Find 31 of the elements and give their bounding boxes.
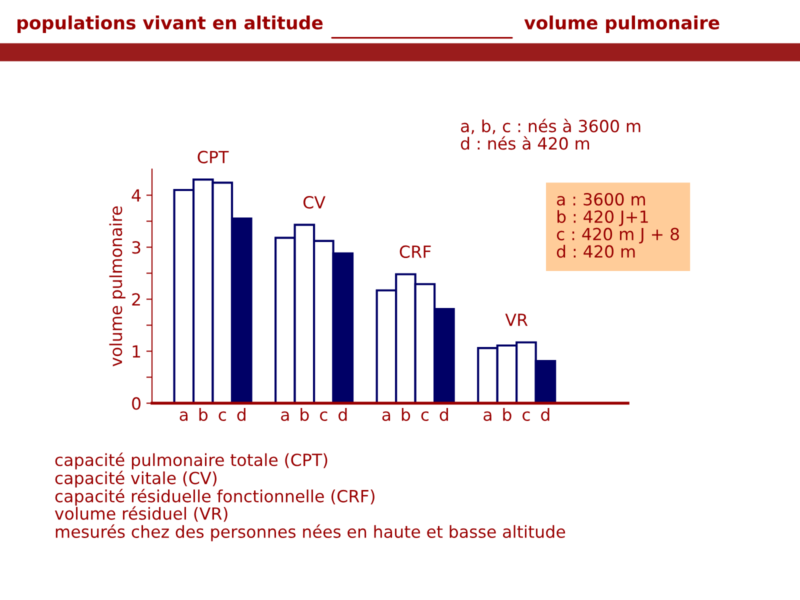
series-label: d xyxy=(237,408,246,421)
y-tick-label: 4 xyxy=(132,189,141,202)
series-label: c xyxy=(218,411,226,421)
text: c xyxy=(320,411,328,421)
series-label: b xyxy=(199,408,208,421)
text: capacité pulmonaire totale (CPT) capacité vitale (CV) capacité résiduelle fonctionnelle (CRF) volume résiduel (VR) mesurés chez des personnes nées en haute et basse altitude xyxy=(54,452,566,542)
x-tick-label: VR xyxy=(505,314,528,326)
y-tick-label: 0 xyxy=(132,397,140,410)
y-axis-title: volume pulmonaire xyxy=(109,206,126,366)
x-tick-label: CRF xyxy=(400,245,431,258)
y-tick-label: 2 xyxy=(132,293,140,306)
chart-subtitle: volume pulmonaire xyxy=(524,16,720,33)
text: b xyxy=(300,408,309,421)
series-label: a xyxy=(180,411,188,421)
x-tick-label: CPT xyxy=(198,150,229,164)
text: a xyxy=(281,411,289,421)
text: d xyxy=(338,408,347,421)
text: b xyxy=(402,408,410,421)
text: c xyxy=(522,411,530,421)
text: c xyxy=(421,411,428,421)
annotation: a : 3600 m b : 420 J+1 c : 420 m J + 8 d : 420 m xyxy=(556,192,679,258)
text: a xyxy=(484,411,492,421)
text: a xyxy=(382,411,390,421)
chart-title: populations vivant en altitude xyxy=(18,16,323,33)
y-tick-label: 1 xyxy=(132,345,140,358)
text: b xyxy=(503,408,512,421)
text: a, b, c : nés à 3600 m d : nés à 420 m xyxy=(460,118,640,150)
text: d xyxy=(440,408,448,421)
x-tick-label: CV xyxy=(303,196,326,209)
text: d xyxy=(541,408,550,421)
y-tick-label: 3 xyxy=(132,241,140,254)
